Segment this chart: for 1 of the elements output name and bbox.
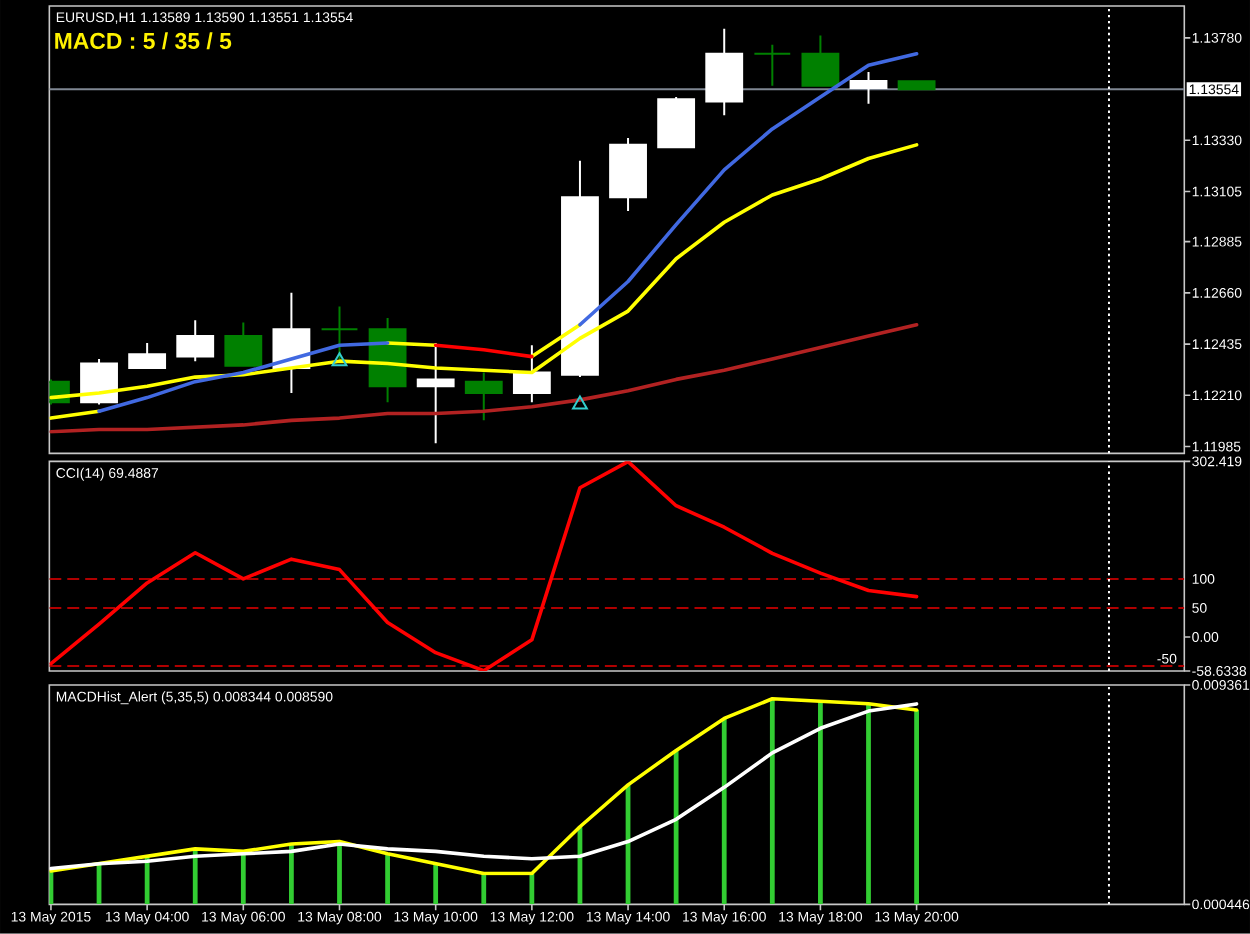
text: MACD : 5 / 35 / 5 <box>55 32 232 50</box>
